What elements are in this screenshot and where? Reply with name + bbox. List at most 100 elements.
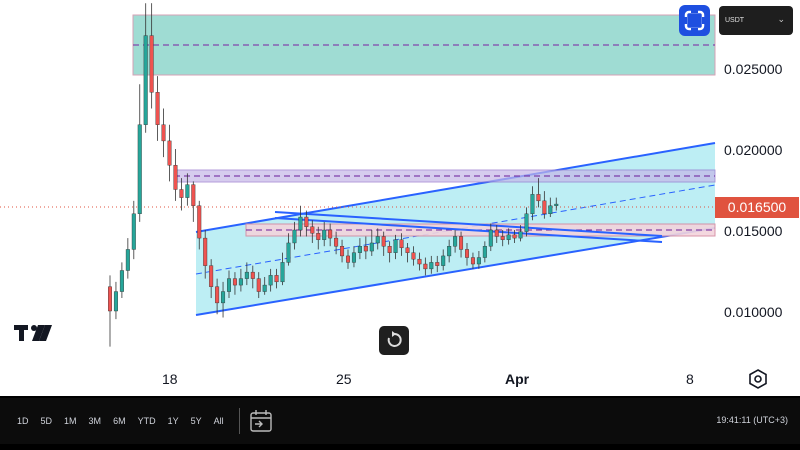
- candle-body: [381, 236, 386, 247]
- desc-line-b[interactable]: [274, 217, 663, 243]
- candle-body: [524, 213, 529, 232]
- date-range-icon[interactable]: [248, 408, 274, 434]
- candle-body: [405, 247, 410, 253]
- tradingview-logo: [14, 323, 54, 348]
- currency-select[interactable]: USDT ⌄: [719, 6, 793, 35]
- candle-body: [340, 245, 345, 257]
- candle-body: [143, 35, 148, 125]
- candle-body: [548, 205, 553, 214]
- candle-body: [179, 189, 184, 198]
- channel-upper-line[interactable]: [195, 142, 716, 233]
- candle-body: [435, 262, 440, 266]
- candle-body: [161, 124, 166, 142]
- candle-body: [351, 252, 356, 263]
- candle-body: [226, 278, 231, 292]
- candle-body: [131, 213, 136, 250]
- timeframe-ytd[interactable]: YTD: [137, 416, 156, 426]
- candle-body: [304, 216, 309, 227]
- candle-body: [197, 205, 202, 239]
- candle-body: [536, 194, 541, 202]
- fullscreen-button[interactable]: [679, 5, 710, 36]
- candle-body: [137, 124, 142, 214]
- candle-body: [429, 262, 434, 270]
- price-chart[interactable]: 0.025000 0.020000 0.015000 0.010000 18 2…: [0, 0, 800, 396]
- candle-body: [262, 284, 267, 292]
- candle-body: [387, 245, 392, 253]
- y-tick-3: 0.010000: [724, 304, 783, 320]
- candle-body: [107, 286, 112, 312]
- settings-button[interactable]: [748, 369, 768, 394]
- last-price-label: 0.016500: [715, 197, 799, 218]
- candle-body: [393, 239, 398, 253]
- y-tick-0: 0.025000: [724, 61, 783, 77]
- candle-body: [494, 229, 499, 237]
- chevron-down-icon: ⌄: [777, 14, 785, 24]
- candle-body: [512, 234, 517, 239]
- candle-body: [155, 92, 160, 125]
- candle-body: [209, 265, 214, 287]
- candle-body: [125, 249, 130, 271]
- timeframe-1m[interactable]: 1M: [64, 416, 77, 426]
- timeframe-1y[interactable]: 1Y: [167, 416, 179, 426]
- reset-chart-button[interactable]: [379, 326, 409, 355]
- candle-body: [518, 231, 523, 239]
- candle-body: [334, 237, 339, 247]
- timeframe-5y[interactable]: 5Y: [190, 416, 202, 426]
- candle-body: [316, 233, 321, 240]
- currency-select-label: USDT: [725, 17, 745, 24]
- candle-body: [203, 237, 208, 266]
- candle-body: [191, 184, 196, 206]
- candle-body: [185, 184, 190, 198]
- candle-body: [399, 239, 404, 249]
- timeframe-all[interactable]: All: [213, 416, 224, 426]
- candle-body: [500, 236, 505, 240]
- settings-icon: [749, 369, 767, 389]
- candle-body: [167, 140, 172, 166]
- candle-body: [423, 263, 428, 270]
- candle-body: [530, 194, 535, 215]
- candle-body: [286, 242, 291, 263]
- candle-body: [310, 226, 315, 234]
- candle-body: [441, 255, 446, 266]
- candle-body: [274, 275, 279, 283]
- timeframe-1d[interactable]: 1D: [17, 416, 29, 426]
- candle-body: [221, 291, 226, 304]
- candle-body: [447, 245, 452, 257]
- candle-body: [453, 236, 458, 247]
- candle-body: [298, 216, 303, 231]
- timeframe-6m[interactable]: 6M: [113, 416, 126, 426]
- candle-body: [369, 242, 374, 252]
- candle-body: [482, 245, 487, 258]
- x-tick-0: 18: [162, 371, 178, 387]
- candle-body: [256, 278, 261, 292]
- fullscreen-icon: [682, 8, 707, 33]
- candle-body: [232, 278, 237, 286]
- y-tick-1: 0.020000: [724, 142, 783, 158]
- candle-body: [250, 271, 255, 279]
- channel-lower-line[interactable]: [195, 227, 716, 316]
- candle-body: [488, 229, 493, 247]
- candle-body: [506, 234, 511, 240]
- timeframe-3m[interactable]: 3M: [88, 416, 102, 426]
- reset-icon: [387, 331, 402, 347]
- candle-body: [465, 249, 470, 258]
- candle-body: [417, 258, 422, 265]
- x-tick-3: 8: [686, 371, 694, 387]
- candle-body: [119, 270, 124, 292]
- candle-body: [328, 229, 333, 239]
- candle-body: [280, 262, 285, 283]
- candle-body: [542, 200, 547, 214]
- toolbar-divider: [238, 408, 240, 434]
- candle-body: [322, 229, 327, 240]
- candle-body: [554, 203, 559, 206]
- candle-body: [357, 245, 362, 253]
- timeframe-toolbar: 1D 5D 1M 3M 6M YTD 1Y 5Y All 19:41:11 (U…: [0, 398, 800, 444]
- candle-body: [238, 278, 243, 286]
- candle-body: [268, 275, 273, 286]
- candle-body: [470, 257, 475, 265]
- timeframe-5d[interactable]: 5D: [40, 416, 53, 426]
- candle-body: [149, 35, 154, 93]
- desc-line-a[interactable]: [274, 211, 663, 237]
- candle-body: [375, 236, 380, 244]
- candle-body: [113, 291, 118, 312]
